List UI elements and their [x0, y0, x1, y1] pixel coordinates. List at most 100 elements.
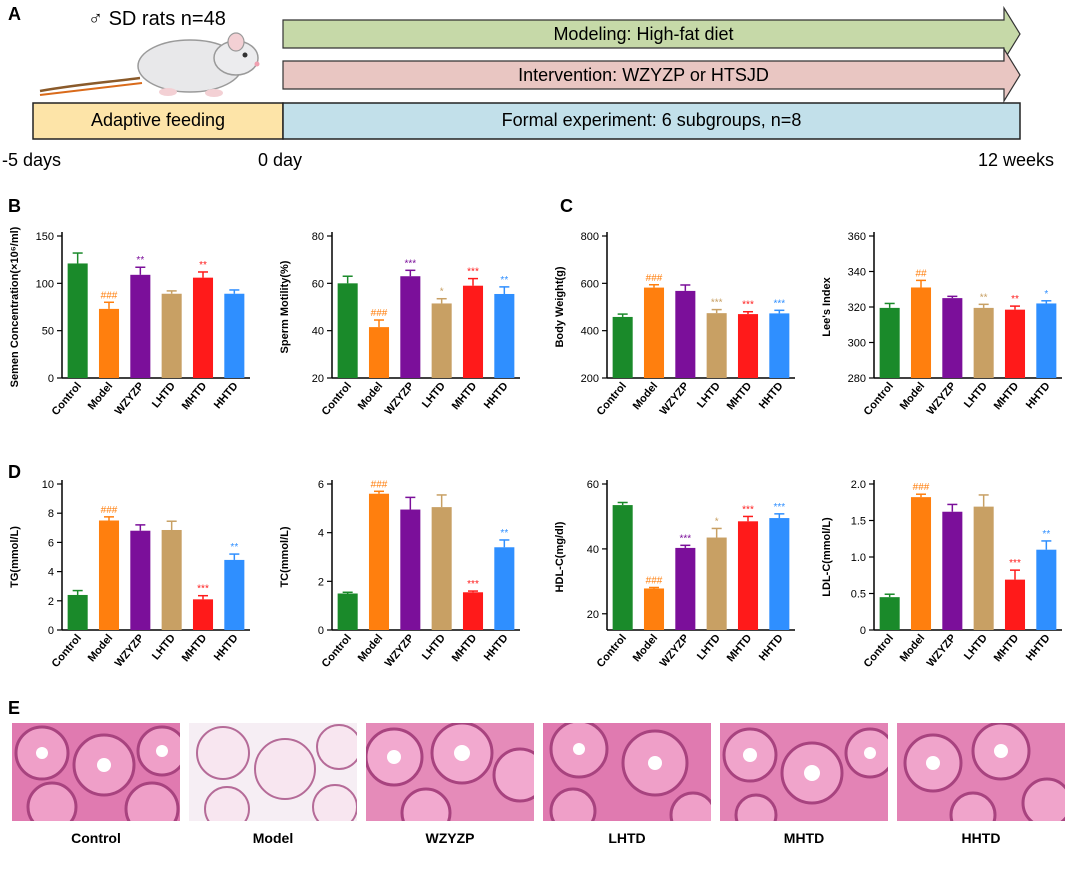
x-tick-label: LHTD [962, 380, 990, 410]
significance-mark: *** [773, 298, 785, 309]
histology-image-svg-hhtd [897, 723, 1065, 821]
significance-mark: * [440, 287, 444, 298]
y-tick-label: 50 [42, 326, 54, 338]
x-tick-label: LHTD [695, 632, 723, 662]
y-tick-label: 60 [312, 278, 324, 290]
histology-image-lhtd [543, 723, 711, 821]
y-tick-label: 0 [48, 625, 54, 637]
time-zero-label: 0 day [258, 150, 303, 170]
bar-hhtd [494, 547, 515, 630]
significance-mark: *** [467, 267, 479, 278]
x-tick-label: Control [50, 632, 84, 670]
histology-label-control: Control [71, 830, 121, 846]
significance-mark: *** [1009, 558, 1021, 569]
male-symbol: ♂ [88, 8, 103, 30]
bar-wzyzp [400, 276, 421, 378]
y-tick-label: 2.0 [851, 479, 866, 491]
adaptive-feeding-label: Adaptive feeding [90, 110, 226, 130]
x-tick-label: HHTD [482, 380, 511, 411]
x-tick-label: WZYZP [383, 380, 417, 417]
y-tick-label: 300 [848, 338, 866, 350]
bar-mhtd [1004, 309, 1026, 378]
x-tick-label: LHTD [150, 380, 178, 410]
y-tick-label: 1.0 [851, 552, 866, 564]
significance-mark: ** [500, 275, 508, 286]
chart-hdl-c: HDL-C(mg/dl) 20 40 60 Control ### Model *** WZYZ… [554, 479, 795, 670]
adaptive-feeding-box [32, 102, 284, 140]
bar-lhtd [706, 537, 727, 630]
y-tick-label: 2 [48, 596, 54, 608]
bar-lhtd [973, 307, 994, 378]
significance-mark: *** [742, 300, 754, 311]
significance-mark: ** [136, 255, 144, 266]
x-tick-label: WZYZP [113, 380, 147, 417]
chart-semen-concentration: Semen Concentration(×10⁶/ml) 0 50 100 150 Con… [9, 226, 250, 418]
bar-mhtd [737, 314, 759, 378]
y-tick-label: 320 [848, 302, 866, 314]
significance-mark: ### [371, 479, 388, 490]
bar-control [879, 597, 900, 630]
bar-control [67, 594, 88, 630]
x-tick-label: HHTD [212, 380, 241, 411]
significance-mark: ## [915, 268, 927, 279]
significance-mark: ### [101, 505, 118, 516]
x-tick-label: Model [898, 380, 928, 412]
y-tick-label: 400 [581, 326, 599, 338]
x-tick-label: Control [862, 632, 896, 670]
y-tick-label: 0 [860, 625, 866, 637]
bar-wzyzp [400, 509, 421, 630]
panel-label-d: D [8, 462, 21, 482]
bar-model [910, 497, 932, 630]
x-tick-label: Control [595, 380, 629, 418]
y-tick-label: 360 [848, 231, 866, 243]
histology-image-svg-mhtd [720, 723, 888, 821]
x-tick-label: Control [320, 380, 354, 418]
bar-wzyzp [675, 290, 696, 378]
y-tick-label: 340 [848, 267, 866, 279]
x-tick-label: WZYZP [383, 632, 417, 669]
x-tick-label: MHTD [450, 632, 480, 664]
formal-experiment-label: Formal experiment: 6 subgroups, n=8 [501, 110, 802, 130]
x-tick-label: LHTD [420, 632, 448, 662]
bar-wzyzp [675, 547, 696, 630]
y-tick-label: 20 [587, 609, 599, 621]
x-tick-label: Control [50, 380, 84, 418]
histology-label-model: Model [252, 830, 294, 846]
formal-experiment-box [282, 102, 1021, 140]
x-tick-label: MHTD [992, 380, 1022, 412]
y-tick-label: 8 [48, 508, 54, 520]
bar-model [368, 327, 390, 378]
y-axis-label: Semen Concentration(×10⁶/ml) [9, 226, 21, 387]
bar-hhtd [1036, 549, 1057, 630]
significance-mark: *** [197, 584, 209, 595]
y-tick-label: 600 [581, 278, 599, 290]
bar-model [643, 287, 665, 378]
chart-ldl-c: LDL-C(mmol/L) 0 0.5 1.0 1.5 2.0 Control ### Mode… [821, 479, 1062, 670]
y-tick-label: 1.5 [851, 516, 866, 528]
bar-lhtd [973, 506, 994, 630]
bar-control [879, 307, 900, 378]
x-tick-label: WZYZP [925, 380, 959, 417]
bar-mhtd [1004, 579, 1026, 630]
significance-mark: ** [230, 542, 238, 553]
significance-mark: *** [773, 502, 785, 513]
x-tick-label: WZYZP [658, 632, 692, 669]
x-tick-label: MHTD [180, 632, 210, 664]
y-tick-label: 6 [318, 479, 324, 491]
bar-wzyzp [130, 274, 151, 378]
intervention-label: Intervention: WZYZP or HTSJD [518, 65, 769, 85]
y-tick-label: 20 [312, 373, 324, 385]
time-end-label: 12 weeks [978, 150, 1055, 170]
rat-illustration [39, 32, 260, 97]
histology-image-hhtd [897, 723, 1065, 821]
histology-label-wzyzp: WZYZP [425, 830, 475, 846]
x-tick-label: Model [631, 380, 661, 412]
x-tick-label: LHTD [695, 380, 723, 410]
intervention-arrow [282, 46, 1021, 104]
bar-control [612, 505, 633, 630]
y-axis-label: TG(mmol/L) [9, 526, 21, 588]
x-tick-label: WZYZP [925, 632, 959, 669]
y-axis-label: Sperm Motility(%) [279, 260, 291, 353]
